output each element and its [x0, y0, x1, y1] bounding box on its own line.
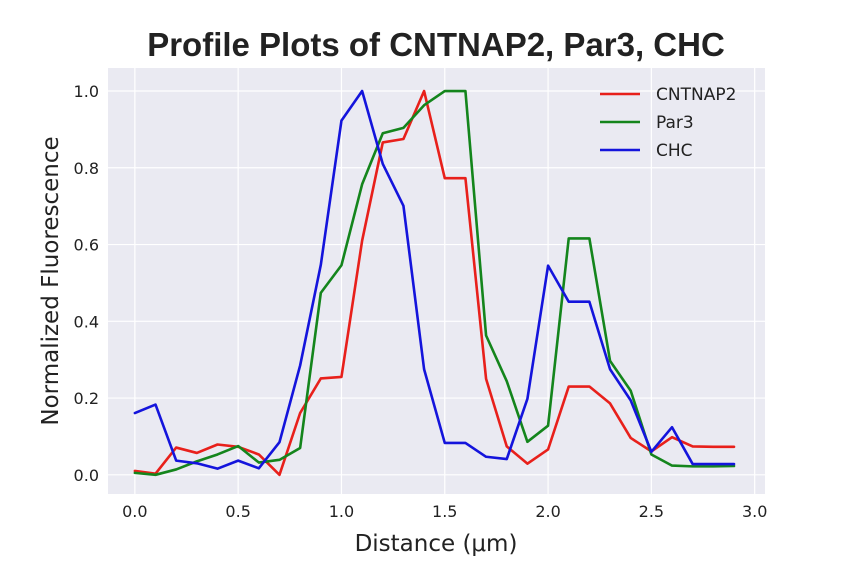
x-tick-label: 0.0 — [122, 502, 147, 521]
y-tick-label: 0.2 — [74, 389, 99, 408]
x-tick-label: 1.0 — [329, 502, 354, 521]
x-tick-label: 0.5 — [225, 502, 250, 521]
x-tick-label: 3.0 — [742, 502, 767, 521]
x-tick-label: 2.0 — [535, 502, 560, 521]
series-lines — [133, 89, 736, 477]
x-tick-label: 2.5 — [639, 502, 664, 521]
series-line-chc — [133, 89, 736, 470]
y-tick-label: 0.6 — [74, 236, 99, 255]
y-tick-labels: 0.0 0.2 0.4 0.6 0.8 1.0 — [74, 82, 99, 485]
legend: CNTNAP2 Par3 CHC — [600, 85, 736, 161]
series-line-par3 — [133, 89, 736, 477]
grid-lines — [108, 68, 765, 494]
legend-label-cntnap2: CNTNAP2 — [656, 85, 736, 105]
y-tick-label: 0.8 — [74, 159, 99, 178]
y-tick-label: 0.4 — [74, 312, 99, 331]
x-tick-labels: 0.0 0.5 1.0 1.5 2.0 2.5 3.0 — [122, 502, 767, 521]
legend-label-chc: CHC — [656, 141, 693, 161]
x-axis-label: Distance (μm) — [355, 531, 518, 557]
chart-title: Profile Plots of CNTNAP2, Par3, CHC — [147, 26, 725, 63]
y-axis-label: Normalized Fluorescence — [38, 136, 64, 425]
legend-label-par3: Par3 — [656, 113, 694, 133]
y-tick-label: 1.0 — [74, 82, 99, 101]
y-tick-label: 0.0 — [74, 466, 99, 485]
x-tick-label: 1.5 — [432, 502, 457, 521]
